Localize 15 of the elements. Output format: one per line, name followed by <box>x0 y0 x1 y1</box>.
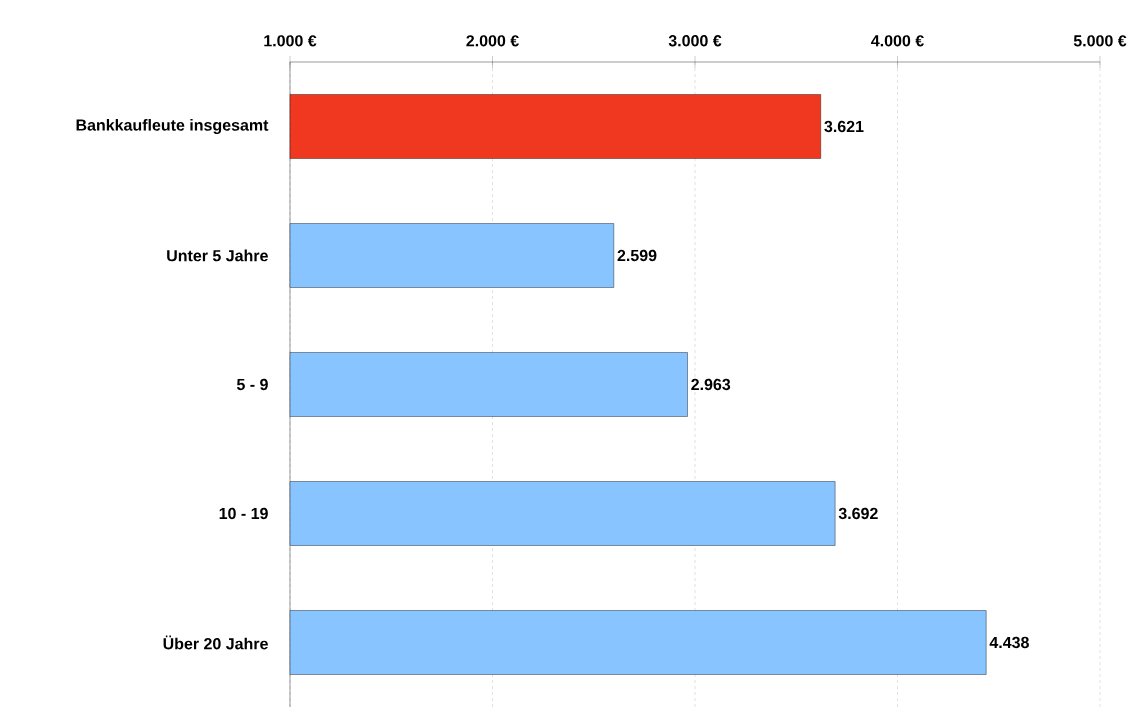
y-tick-label: 10 - 19 <box>219 507 268 520</box>
x-tick-label: 3.000 € <box>668 35 722 47</box>
data-label: 2.963 <box>691 378 731 391</box>
y-tick-label: Über 20 Jahre <box>163 635 268 650</box>
x-tick-label: 4.000 € <box>871 35 924 47</box>
data-label: 2.599 <box>617 249 657 262</box>
y-tick-label: Unter 5 Jahre <box>167 249 268 262</box>
x-tick-label: 5.000 € <box>1073 35 1127 47</box>
y-tick-label: 5 - 9 <box>236 378 268 391</box>
x-tick-label: 2.000 € <box>466 35 519 47</box>
y-tick-label: Bankkaufleute insgesamt <box>76 119 269 134</box>
data-label: 3.692 <box>838 507 878 520</box>
x-tick-label: 1.000 € <box>264 35 317 47</box>
data-label: 4.438 <box>989 636 1029 649</box>
data-label: 3.621 <box>824 120 864 133</box>
